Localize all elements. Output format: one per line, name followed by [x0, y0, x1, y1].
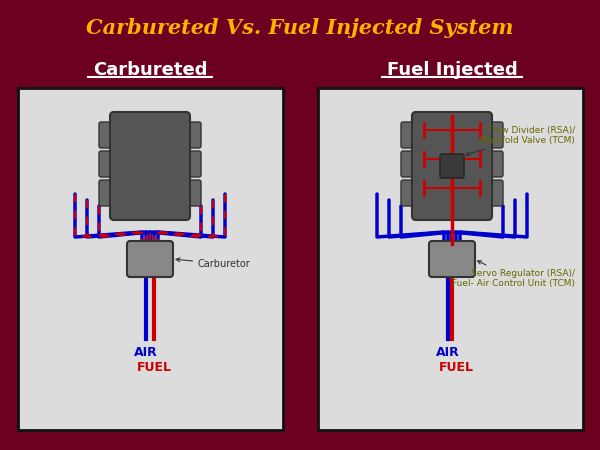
- FancyBboxPatch shape: [110, 112, 190, 220]
- FancyBboxPatch shape: [401, 180, 420, 206]
- Text: Servo Regulator (RSA)/
Fuel- Air Control Unit (TCM): Servo Regulator (RSA)/ Fuel- Air Control…: [452, 261, 575, 288]
- FancyBboxPatch shape: [182, 151, 201, 177]
- FancyBboxPatch shape: [182, 180, 201, 206]
- FancyBboxPatch shape: [127, 241, 173, 277]
- FancyBboxPatch shape: [440, 154, 464, 178]
- FancyBboxPatch shape: [484, 180, 503, 206]
- Bar: [18, 88, 283, 430]
- FancyBboxPatch shape: [401, 122, 420, 148]
- Text: Carbureted Vs. Fuel Injected System: Carbureted Vs. Fuel Injected System: [86, 18, 514, 38]
- Text: FUEL: FUEL: [439, 361, 473, 374]
- Text: Carbureted: Carbureted: [93, 61, 207, 79]
- FancyBboxPatch shape: [484, 151, 503, 177]
- FancyBboxPatch shape: [99, 180, 118, 206]
- Text: Flow Divider (RSA)/
Manifold Valve (TCM): Flow Divider (RSA)/ Manifold Valve (TCM): [466, 126, 575, 155]
- FancyBboxPatch shape: [99, 122, 118, 148]
- FancyBboxPatch shape: [484, 122, 503, 148]
- Text: FUEL: FUEL: [137, 361, 172, 374]
- Text: AIR: AIR: [134, 346, 158, 359]
- FancyBboxPatch shape: [401, 151, 420, 177]
- Bar: [318, 88, 583, 430]
- FancyBboxPatch shape: [412, 112, 492, 220]
- Text: AIR: AIR: [436, 346, 460, 359]
- FancyBboxPatch shape: [99, 151, 118, 177]
- FancyBboxPatch shape: [429, 241, 475, 277]
- Text: Carburetor: Carburetor: [176, 258, 251, 269]
- Text: Fuel Injected: Fuel Injected: [386, 61, 517, 79]
- FancyBboxPatch shape: [182, 122, 201, 148]
